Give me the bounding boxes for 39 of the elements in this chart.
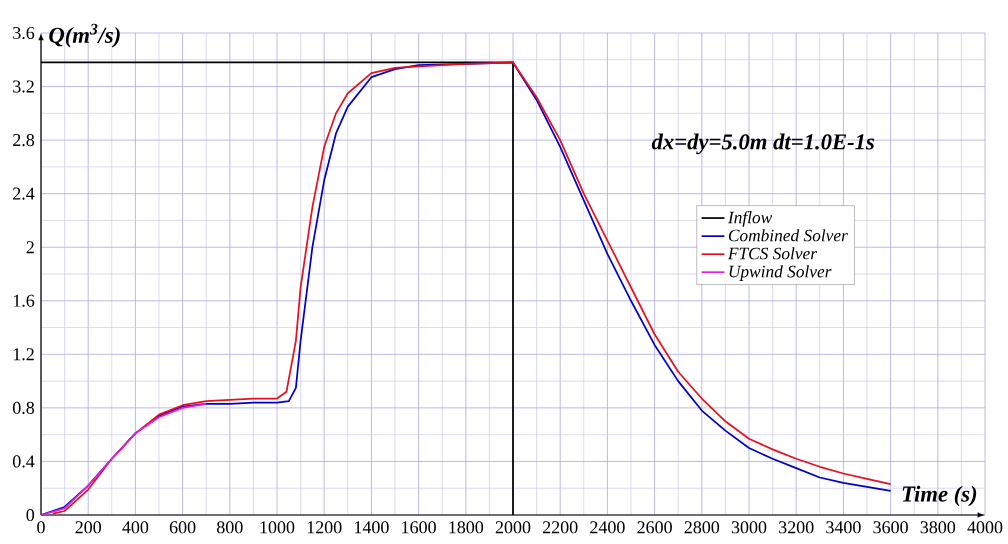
y-tick-label: 0.4 (12, 455, 35, 468)
x-tick-label: 800 (216, 521, 243, 534)
y-tick-label: 2.8 (13, 133, 35, 147)
x-tick-label: 3200 (779, 521, 814, 534)
x-tick-label: 600 (169, 521, 196, 534)
y-tick-label: 0.8 (12, 401, 35, 414)
x-tick-label: 2400 (590, 521, 625, 534)
line-series (40, 403, 208, 516)
x-tick-label: 1400 (354, 521, 389, 534)
x-tick-label: 3000 (731, 521, 767, 534)
x-tick-label: 3400 (826, 521, 861, 534)
x-tick-label: 3600 (873, 521, 908, 534)
y-tick-label: 3.6 (13, 26, 35, 40)
y-tick-label: 1.6 (13, 294, 35, 307)
x-tick-label: 1800 (449, 521, 484, 534)
legend-label: Combined Solver (728, 229, 848, 242)
y-tick-label: 1.2 (13, 348, 34, 361)
x-tick-label: 0 (37, 521, 45, 534)
legend-label: Upwind Solver (729, 265, 832, 281)
x-tick-label: 1600 (402, 521, 436, 534)
x-tick-label: 200 (75, 521, 102, 534)
x-tick-label: 2800 (684, 521, 720, 534)
x-tick-label: 3800 (920, 521, 956, 534)
x-axis-title: Time (s) (902, 485, 977, 507)
y-tick-label: 2 (26, 241, 34, 254)
y-tick-label: 2.4 (13, 187, 35, 200)
annotation: dx=dy=5.0m dt=1.0E-1s (651, 133, 875, 155)
y-axis-title: Q(m$^{3}$/s) (49, 23, 120, 48)
x-tick-label: 1000 (260, 521, 295, 534)
x-tick-label: 2600 (637, 521, 672, 534)
x-tick-label: 2000 (495, 521, 531, 534)
x-tick-label: 4000 (967, 521, 1003, 534)
legend-label: Inflow (727, 210, 773, 227)
x-tick-label: 2200 (542, 521, 578, 534)
y-tick-label: 0 (26, 508, 35, 522)
x-tick-label: 400 (122, 521, 149, 534)
legend-label: FTCS Solver (727, 247, 818, 260)
y-tick-label: 3.2 (13, 80, 34, 93)
x-tick-label: 1200 (307, 521, 342, 534)
